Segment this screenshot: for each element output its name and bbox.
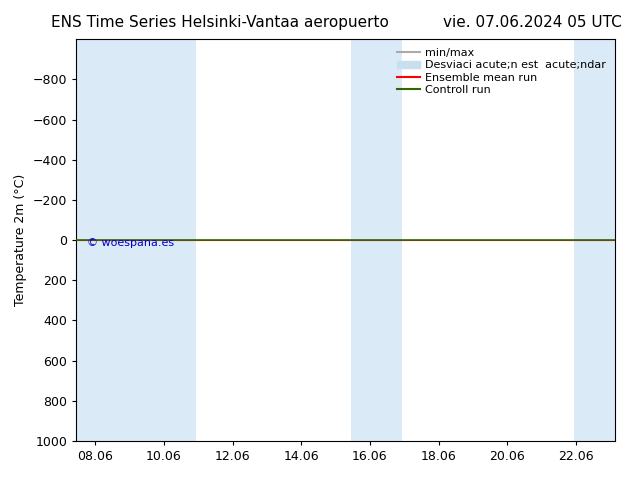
Legend: min/max, Desviaci acute;n est  acute;ndar, Ensemble mean run, Controll run: min/max, Desviaci acute;n est acute;ndar… <box>394 45 609 98</box>
Bar <box>351 39 402 441</box>
Text: ENS Time Series Helsinki-Vantaa aeropuerto: ENS Time Series Helsinki-Vantaa aeropuer… <box>51 15 389 30</box>
Text: vie. 07.06.2024 05 UTC: vie. 07.06.2024 05 UTC <box>443 15 621 30</box>
Y-axis label: Temperature 2m (°C): Temperature 2m (°C) <box>14 174 27 306</box>
Bar <box>76 39 127 441</box>
Bar <box>127 39 196 441</box>
Text: © woespana.es: © woespana.es <box>87 238 174 248</box>
Bar <box>574 39 615 441</box>
